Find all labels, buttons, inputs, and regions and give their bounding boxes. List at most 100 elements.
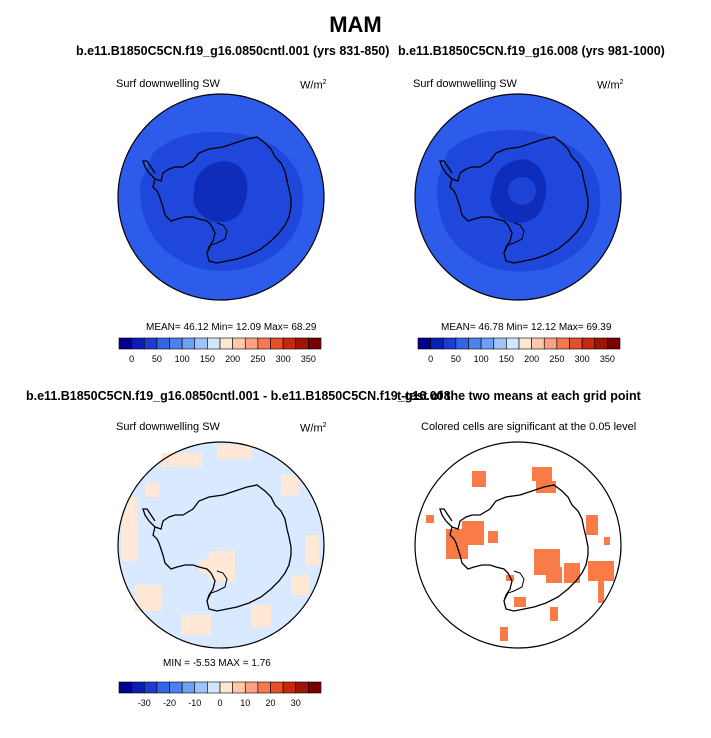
significant-cells: [426, 467, 614, 641]
ttest-panel-title: t-test of the two means at each grid poi…: [397, 389, 641, 403]
experiment-units: W/m2: [597, 79, 624, 92]
experiment-panel-title: b.e11.B1850C5CN.f19_g16.008 (yrs 981-100…: [398, 44, 665, 58]
ttest-map: [414, 441, 622, 649]
colorbar-tick-label: 100: [175, 354, 190, 364]
colorbar-tick-label: 200: [524, 354, 539, 364]
colorbar-box: [295, 681, 309, 694]
colorbar-box: [131, 337, 145, 350]
control-field-label: Surf downwelling SW: [116, 78, 220, 90]
colorbar-box: [282, 337, 297, 350]
colorbar-tick-label: 150: [200, 354, 215, 364]
colorbar-tick-label: 200: [225, 354, 240, 364]
colorbar-box: [181, 337, 196, 350]
map-border: [117, 93, 325, 301]
colorbar-box: [518, 337, 532, 350]
control-panel-title: b.e11.B1850C5CN.f19_g16.0850cntl.001 (yr…: [76, 44, 390, 58]
map-pole-patch: [508, 177, 536, 205]
colorbar-box: [556, 337, 570, 350]
colorbar-box: [430, 337, 444, 350]
colorbar-box: [531, 337, 545, 350]
colorbar-box: [244, 681, 259, 694]
colorbar-box: [569, 337, 583, 350]
colorbar-box: [181, 681, 196, 694]
colorbar-box: [455, 337, 469, 350]
colorbar-tick-label: -30: [138, 698, 151, 708]
difference-colorbar: -30 -20 -10 0 10 20 30: [118, 681, 322, 708]
map-border: [414, 441, 622, 649]
colorbar-box: [232, 337, 246, 350]
colorbar-box: [417, 337, 431, 350]
colorbar-tick-label: 20: [265, 698, 275, 708]
map-border: [117, 441, 325, 649]
difference-panel-title: b.e11.B1850C5CN.f19_g16.0850cntl.001 - b…: [26, 389, 451, 403]
colorbar-tick-label: 350: [301, 354, 316, 364]
control-map: [117, 93, 325, 301]
colorbar-tick-label: -20: [163, 698, 176, 708]
map-core-region: [193, 161, 248, 223]
colorbar-box: [493, 337, 507, 350]
colorbar-box: [207, 337, 221, 350]
colorbar-tick-label: 50: [152, 354, 162, 364]
colorbar-box: [442, 337, 457, 350]
colorbar-box: [480, 337, 495, 350]
colorbar-box: [594, 337, 608, 350]
difference-map: [117, 441, 325, 649]
colorbar-tick-label: 0: [129, 354, 134, 364]
control-colorbar: 0 50 100 150 200 250 300 350: [118, 337, 322, 364]
colorbar-box: [543, 337, 558, 350]
colorbar-box: [244, 337, 259, 350]
ttest-subtitle: Colored cells are significant at the 0.0…: [421, 421, 637, 433]
colorbar-box: [257, 681, 271, 694]
colorbar-tick-label: 30: [291, 698, 301, 708]
colorbar-box: [219, 681, 233, 694]
colorbar-box: [131, 681, 145, 694]
colorbar-box: [506, 337, 520, 350]
control-stats: MEAN= 46.12 Min= 12.09 Max= 68.29: [146, 322, 317, 333]
colorbar-box: [156, 681, 170, 694]
colorbar-box: [308, 681, 322, 694]
colorbar-tick-label: 50: [451, 354, 461, 364]
colorbar-tick-label: 350: [600, 354, 615, 364]
colorbar-box: [143, 681, 158, 694]
experiment-map: [414, 93, 622, 301]
colorbar-box: [270, 337, 284, 350]
difference-units: W/m2: [300, 422, 327, 435]
colorbar-box: [607, 337, 621, 350]
colorbar-box: [257, 337, 271, 350]
colorbar-box: [169, 337, 183, 350]
colorbar-tick-label: 0: [428, 354, 433, 364]
colorbar-tick-label: 100: [474, 354, 489, 364]
colorbar-box: [295, 337, 309, 350]
positive-diff-patches: [121, 445, 319, 635]
map-border: [414, 93, 622, 301]
colorbar-box: [468, 337, 482, 350]
colorbar-box: [156, 337, 170, 350]
difference-field-label: Surf downwelling SW: [116, 421, 220, 433]
colorbar-tick-label: -10: [188, 698, 201, 708]
colorbar-box: [169, 681, 183, 694]
colorbar-box: [118, 337, 132, 350]
colorbar-box: [232, 681, 246, 694]
colorbar-box: [118, 681, 132, 694]
map-disc: [118, 442, 324, 648]
colorbar-box: [270, 681, 284, 694]
colorbar-box: [143, 337, 158, 350]
experiment-colorbar: 0 50 100 150 200 250 300 350: [417, 337, 621, 364]
map-disc: [415, 442, 621, 648]
experiment-field-label: Surf downwelling SW: [413, 78, 517, 90]
experiment-stats: MEAN= 46.78 Min= 12.12 Max= 69.39: [441, 322, 612, 333]
colorbar-box: [308, 337, 322, 350]
colorbar-tick-label: 250: [250, 354, 265, 364]
figure-title: MAM: [329, 12, 382, 37]
difference-stats: MIN = -5.53 MAX = 1.76: [163, 658, 271, 669]
control-units: W/m2: [300, 79, 327, 92]
colorbar-tick-label: 10: [240, 698, 250, 708]
colorbar-box: [207, 681, 221, 694]
colorbar-tick-label: 0: [217, 698, 222, 708]
colorbar-box: [194, 337, 208, 350]
colorbar-box: [282, 681, 297, 694]
colorbar-tick-label: 250: [549, 354, 564, 364]
colorbar-tick-label: 300: [276, 354, 291, 364]
colorbar-tick-label: 300: [575, 354, 590, 364]
